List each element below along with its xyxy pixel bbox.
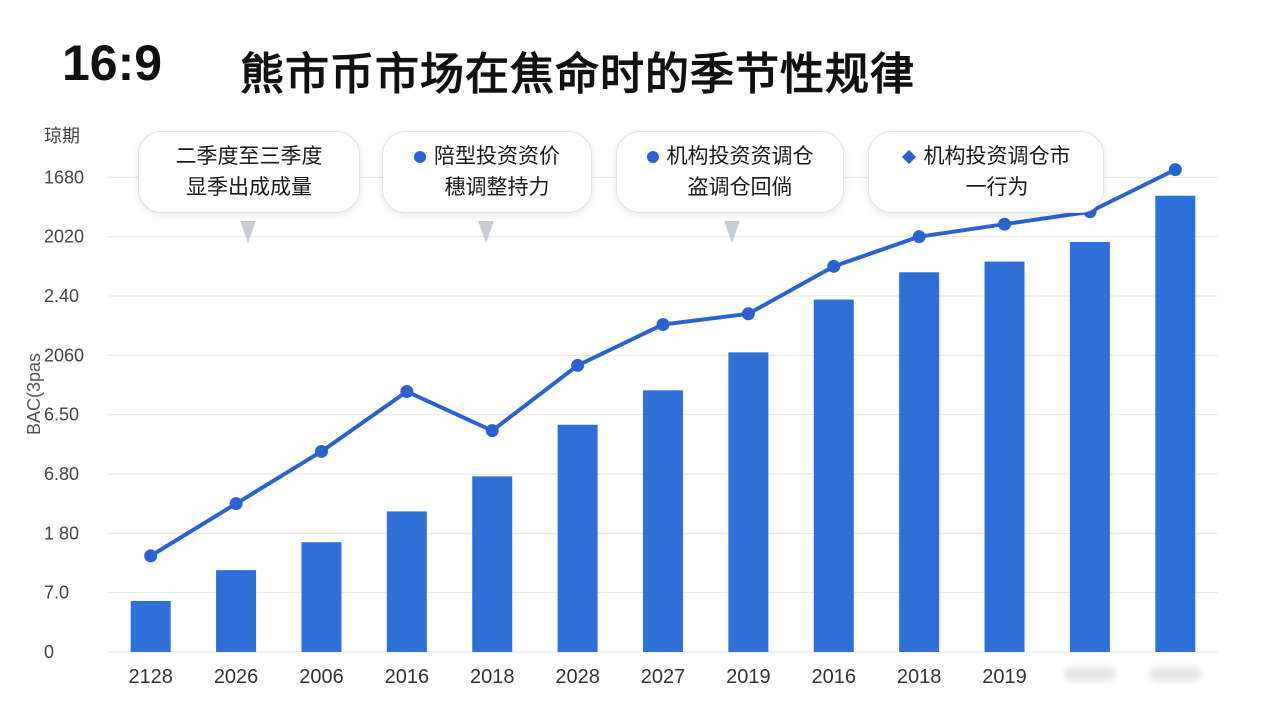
y-tick-label: 6.50	[44, 405, 79, 425]
callout-box: 机构投资资调仓 盗调仓回倘	[616, 131, 844, 213]
bar	[813, 299, 854, 652]
y-unit-label: 琼期	[44, 126, 80, 146]
callout-text: 穗调整持力	[444, 175, 550, 199]
callout-text: 盗调仓回倘	[687, 175, 793, 199]
y-tick-label: 1 80	[44, 523, 79, 543]
y-axis-title: BAC(3pas	[24, 353, 44, 435]
line-point	[229, 497, 243, 511]
x-axis-labels: 2128 2026 2006 2016 2018 2028 2027 2019 2016 2018…	[128, 666, 1202, 688]
line-point	[827, 259, 841, 273]
callout-text: 显季出成成量	[186, 175, 312, 199]
callout-text: 陪型投资资价	[434, 144, 560, 168]
page-title: 熊市币市场在焦命时的季节性规律	[240, 49, 915, 100]
line-point	[741, 307, 755, 321]
x-tick-label: 2028	[555, 666, 600, 688]
bar	[984, 261, 1025, 652]
line-series	[144, 163, 1182, 563]
x-tick-label: 2016	[385, 666, 430, 688]
line-point	[998, 217, 1012, 231]
bar	[728, 352, 769, 652]
bar	[130, 600, 171, 652]
line-point	[656, 317, 670, 331]
diamond-marker-icon	[901, 149, 916, 165]
bar	[1069, 242, 1110, 653]
bar-series	[130, 195, 1196, 653]
bar	[643, 390, 683, 652]
bar	[216, 570, 257, 652]
line-point	[144, 549, 158, 563]
line-point	[912, 230, 926, 244]
y-tick-label: 2.40	[44, 286, 79, 306]
callout-box: 二季度至三季度 显季出成成量	[138, 131, 360, 213]
x-tick-label: 2016	[812, 666, 857, 688]
y-tick-label: 0	[44, 642, 54, 662]
x-tick-label: 2018	[897, 666, 942, 688]
aspect-ratio-label: 16:9	[62, 35, 163, 91]
callout-box: 陪型投资资价 穗调整持力	[382, 131, 592, 213]
bar	[557, 424, 598, 652]
x-tick-label: 2019	[726, 666, 771, 688]
callout-text: 二季度至三季度	[175, 144, 323, 168]
x-tick-label: 2027	[641, 666, 686, 688]
bar	[899, 272, 940, 652]
callout-pointer	[724, 221, 740, 243]
y-axis-ticks: 0 7.0 1 80 6.80 6.50 2060 2.40 2020 1680	[44, 167, 84, 662]
x-tick-label: 2018	[470, 666, 515, 688]
x-tick-label-blurred	[1063, 667, 1116, 681]
callout-text: 机构投资资调仓	[666, 144, 814, 168]
line-point	[485, 424, 499, 438]
callout-pointer	[240, 221, 256, 243]
dot-marker-icon	[646, 151, 659, 163]
callout-box: 机构投资调仓市 一行为	[868, 131, 1104, 213]
line-point	[314, 444, 328, 458]
bar	[386, 511, 427, 652]
y-tick-label: 1680	[44, 167, 84, 187]
callout-pointer	[478, 221, 494, 243]
callout-text: 一行为	[965, 175, 1029, 199]
x-tick-label: 2006	[299, 666, 344, 688]
bar	[301, 542, 342, 652]
callout-text: 机构投资调仓市	[923, 144, 1071, 168]
y-tick-label: 6.80	[44, 464, 79, 484]
y-tick-label: 2020	[44, 227, 84, 247]
line-point	[1168, 163, 1182, 177]
dot-marker-icon	[414, 151, 426, 163]
x-tick-label: 2026	[214, 666, 259, 688]
x-tick-label: 2019	[982, 666, 1027, 688]
line-point	[571, 358, 585, 372]
bar	[472, 476, 513, 652]
bar	[1155, 195, 1196, 652]
x-tick-label-blurred	[1149, 667, 1202, 681]
y-tick-label: 7.0	[44, 583, 69, 603]
line-point	[400, 385, 414, 399]
y-tick-label: 2060	[44, 345, 84, 365]
x-tick-label: 2128	[128, 666, 173, 688]
